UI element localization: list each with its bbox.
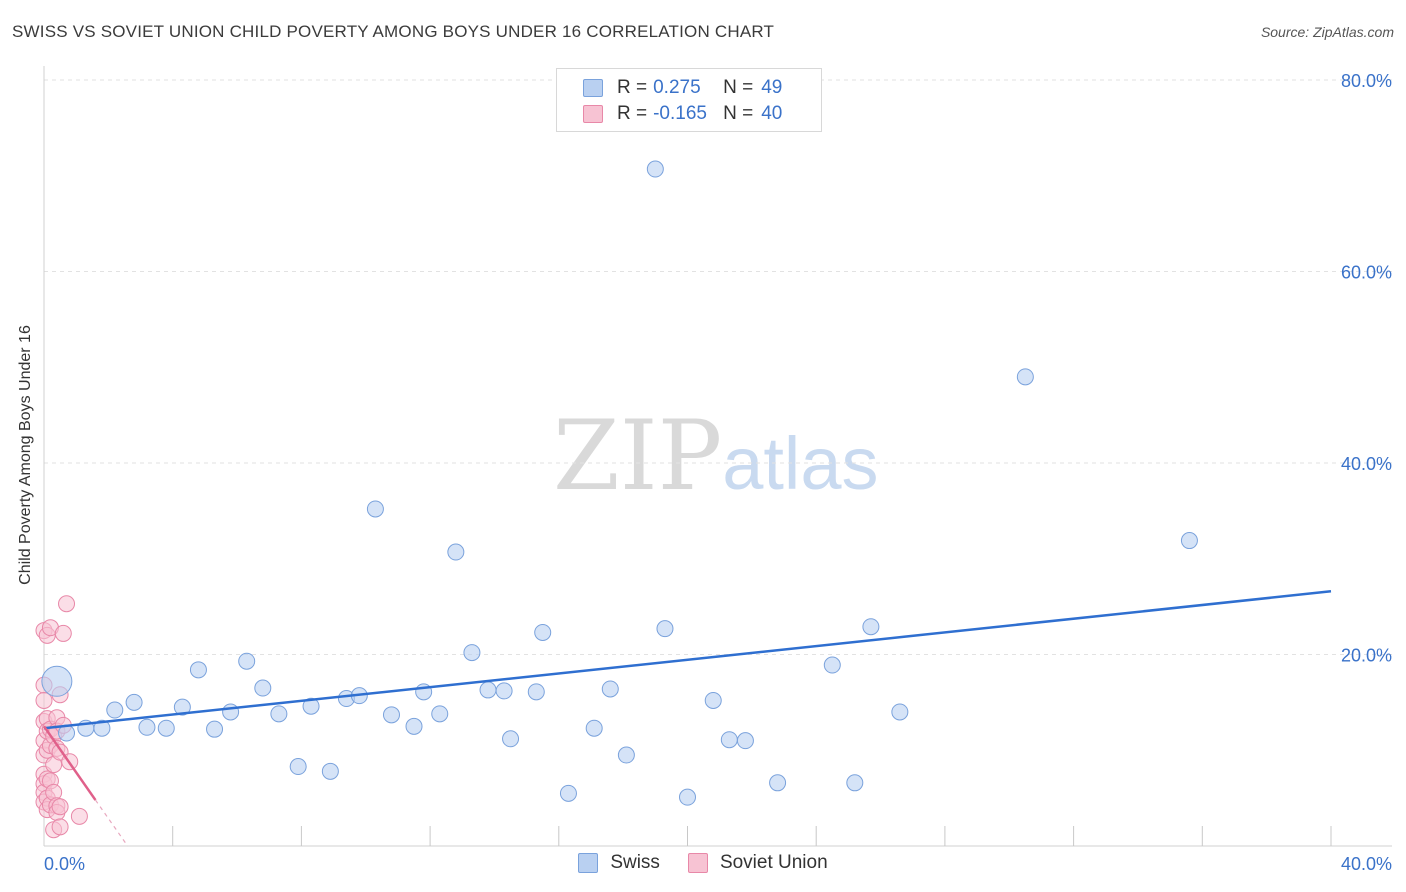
swiss-point xyxy=(1180,532,1198,550)
chart-title: SWISS VS SOVIET UNION CHILD POVERTY AMON… xyxy=(12,22,775,41)
swiss-point xyxy=(601,680,619,698)
swiss-point xyxy=(206,720,224,738)
series-legend: Swiss Soviet Union xyxy=(0,852,1406,874)
swiss-point xyxy=(106,701,124,719)
swiss-point xyxy=(270,705,288,723)
correlation-legend: R = 0.275 N = 49 R = -0.165 N = 40 xyxy=(556,68,822,132)
swiss-legend-label: Swiss xyxy=(610,852,660,873)
r-label: R = xyxy=(617,77,648,98)
n-label: N = xyxy=(723,77,754,98)
legend-row-soviet: R = -0.165 N = 40 xyxy=(583,103,782,125)
y-tick-label: 80.0% xyxy=(1341,71,1392,91)
y-tick-label: 60.0% xyxy=(1341,263,1392,283)
soviet-union-point xyxy=(54,624,72,642)
swiss-point xyxy=(646,160,664,178)
n-value: 49 xyxy=(761,77,783,98)
swiss-point xyxy=(656,620,674,638)
swiss-point xyxy=(679,788,696,806)
swiss-point xyxy=(93,719,111,737)
soviet-union-trend-extension xyxy=(94,799,129,847)
swiss-legend-swatch xyxy=(578,853,599,873)
swiss-point xyxy=(157,719,175,737)
swiss-point xyxy=(862,618,880,636)
swiss-point xyxy=(41,665,73,697)
x-tick-label: 0.0% xyxy=(44,854,85,874)
swiss-point xyxy=(617,746,635,764)
grid-lines xyxy=(44,79,1392,655)
axes xyxy=(43,66,1392,847)
soviet-union-trend-line xyxy=(42,725,97,801)
soviet-union-point xyxy=(51,818,69,836)
swiss-point xyxy=(138,718,156,736)
soviet-union-point xyxy=(70,807,88,825)
tick-labels: 20.0% 40.0% 60.0% 80.0% 0.0% 40.0% xyxy=(44,71,1392,874)
swiss-point xyxy=(527,683,545,701)
swiss-point xyxy=(769,774,787,792)
r-value: -0.165 xyxy=(653,103,707,124)
watermark-zip: ZIP xyxy=(553,400,723,512)
swiss-trend-line xyxy=(43,590,1332,730)
swiss-point xyxy=(405,717,423,735)
swiss-point xyxy=(189,661,207,679)
r-value: 0.275 xyxy=(653,77,701,98)
soviet-swatch xyxy=(583,105,603,123)
legend-item-soviet[interactable]: Soviet Union xyxy=(687,852,828,874)
swiss-point xyxy=(222,703,240,721)
swiss-point xyxy=(823,656,841,674)
n-label: N = xyxy=(723,103,754,124)
swiss-point xyxy=(447,543,465,561)
swiss-point xyxy=(736,732,754,750)
n-value: 40 xyxy=(761,103,783,124)
swiss-point xyxy=(502,730,520,748)
source-credit: Source: ZipAtlas.com xyxy=(1260,24,1394,40)
x-tick-label: 40.0% xyxy=(1341,854,1392,874)
swiss-swatch xyxy=(583,79,603,97)
swiss-point xyxy=(846,774,864,792)
swiss-point xyxy=(720,731,738,749)
swiss-point xyxy=(238,652,256,670)
swiss-point xyxy=(173,698,191,716)
swiss-point xyxy=(479,681,497,699)
soviet-union-points xyxy=(35,595,88,839)
swiss-points xyxy=(41,160,1198,806)
swiss-point xyxy=(431,705,449,723)
swiss-point xyxy=(125,693,143,711)
swiss-point xyxy=(382,706,400,724)
y-tick-label: 20.0% xyxy=(1341,646,1392,666)
soviet-union-point xyxy=(58,595,76,613)
swiss-point xyxy=(289,758,307,776)
legend-item-swiss[interactable]: Swiss xyxy=(578,852,660,874)
soviet-union-point xyxy=(35,691,53,709)
swiss-point xyxy=(302,697,320,715)
swiss-point xyxy=(559,784,577,802)
r-label: R = xyxy=(617,103,648,124)
y-tick-label: 40.0% xyxy=(1341,454,1392,474)
swiss-point xyxy=(585,719,603,737)
soviet-legend-swatch xyxy=(687,853,708,873)
swiss-point xyxy=(1016,368,1034,386)
swiss-point xyxy=(891,703,909,721)
soviet-legend-label: Soviet Union xyxy=(719,852,828,873)
swiss-point xyxy=(704,691,722,709)
swiss-point xyxy=(321,762,339,780)
soviet-union-point xyxy=(51,798,69,816)
legend-row-swiss: R = 0.275 N = 49 xyxy=(583,77,782,99)
swiss-point xyxy=(254,679,272,697)
swiss-point xyxy=(366,500,384,518)
swiss-point xyxy=(534,623,552,641)
trend-lines xyxy=(42,590,1332,847)
swiss-point xyxy=(495,682,513,700)
swiss-point xyxy=(463,644,481,662)
